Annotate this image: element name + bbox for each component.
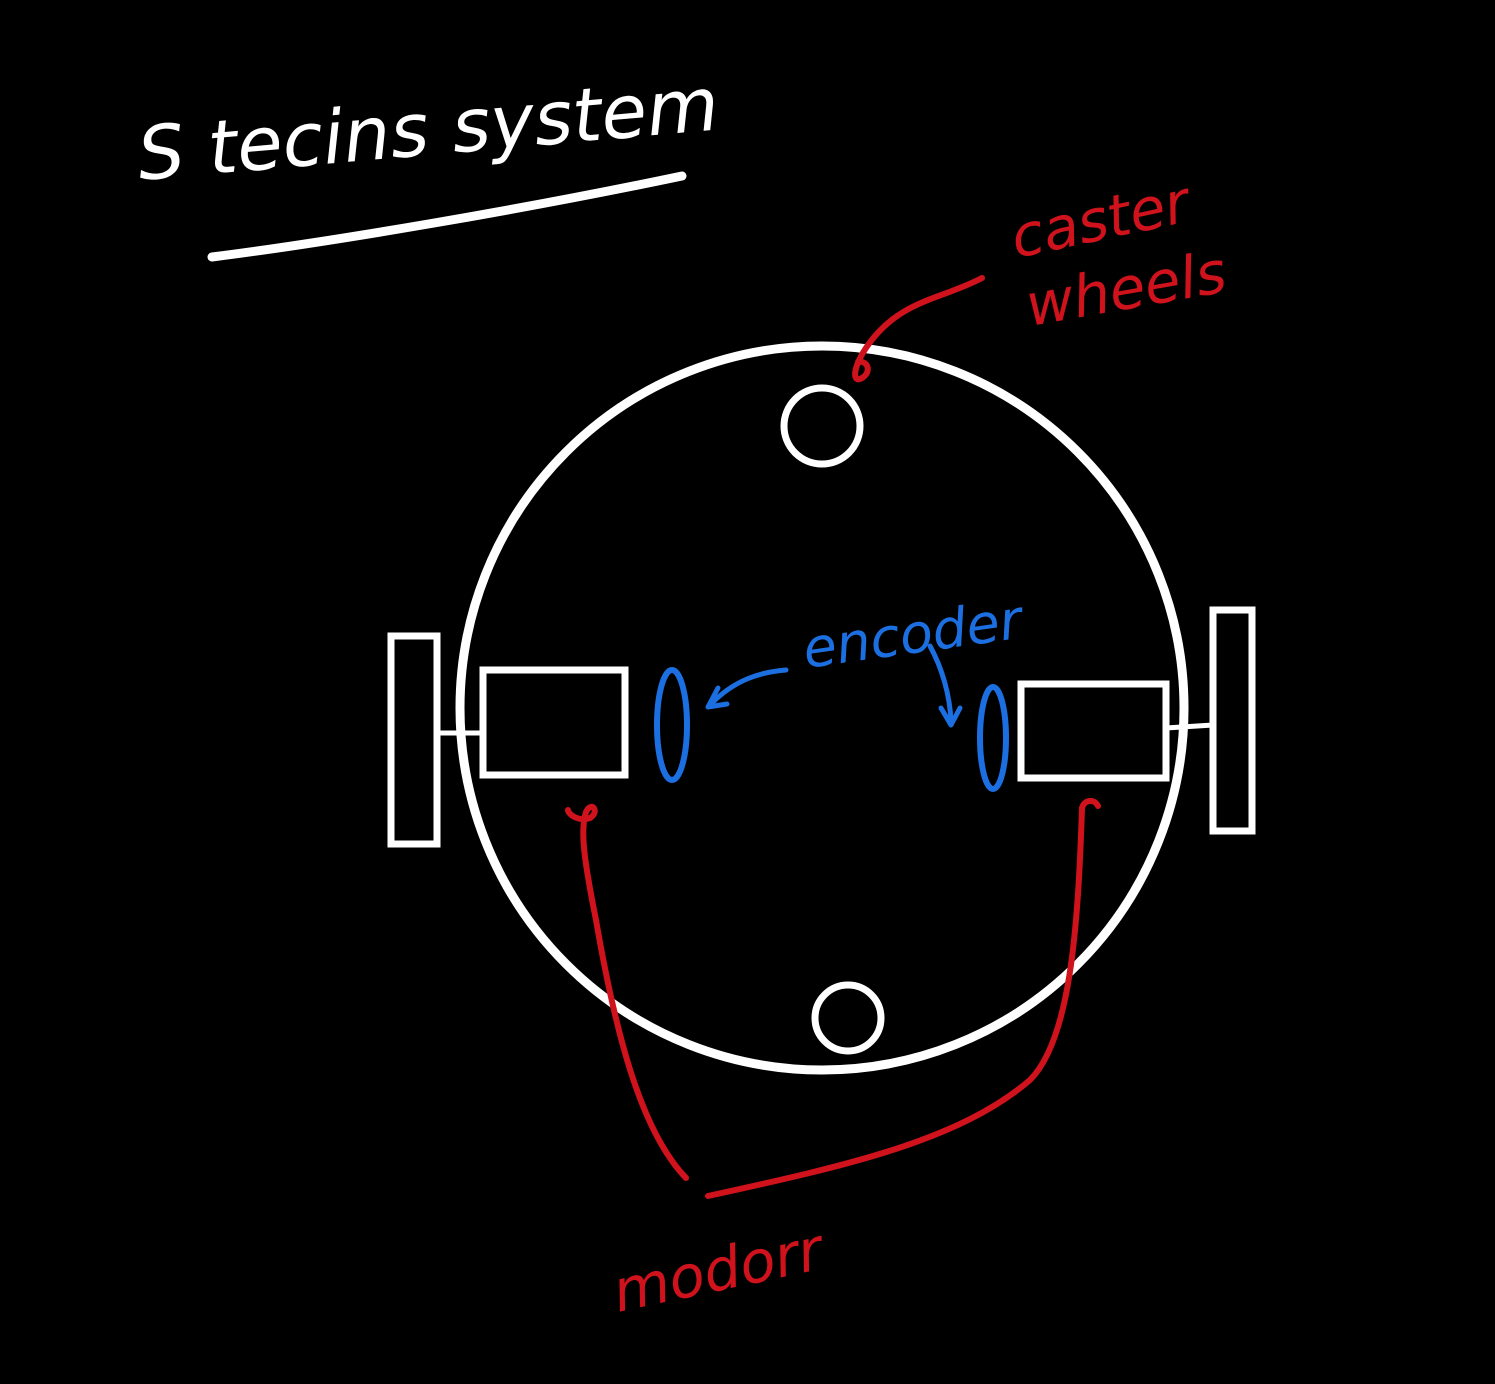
encoder-arrow-right (927, 643, 954, 725)
left-drive-wheel (387, 632, 441, 848)
right-drive-wheel (1209, 606, 1256, 835)
encoder-arrowhead-left (705, 685, 730, 710)
motors-label: modorr (607, 1214, 832, 1325)
title-underline (207, 171, 687, 262)
rear-caster-wheel (811, 981, 885, 1055)
left-encoder (654, 667, 690, 783)
motor-pointer-left (565, 804, 689, 1181)
right-encoder (977, 684, 1009, 792)
encoder-label: encoder (799, 587, 1028, 680)
encoder-arrowhead-right (938, 705, 963, 728)
caster-pointer-line (852, 275, 985, 383)
robot-chassis (455, 341, 1189, 1075)
right-axle (1165, 722, 1214, 731)
encoder-arrow-left (709, 667, 789, 706)
front-caster-wheel (780, 384, 864, 468)
right-motor (1017, 680, 1170, 782)
page-title: S tecins system (134, 61, 722, 197)
left-motor (479, 666, 629, 779)
motor-pointer-right (705, 798, 1101, 1199)
